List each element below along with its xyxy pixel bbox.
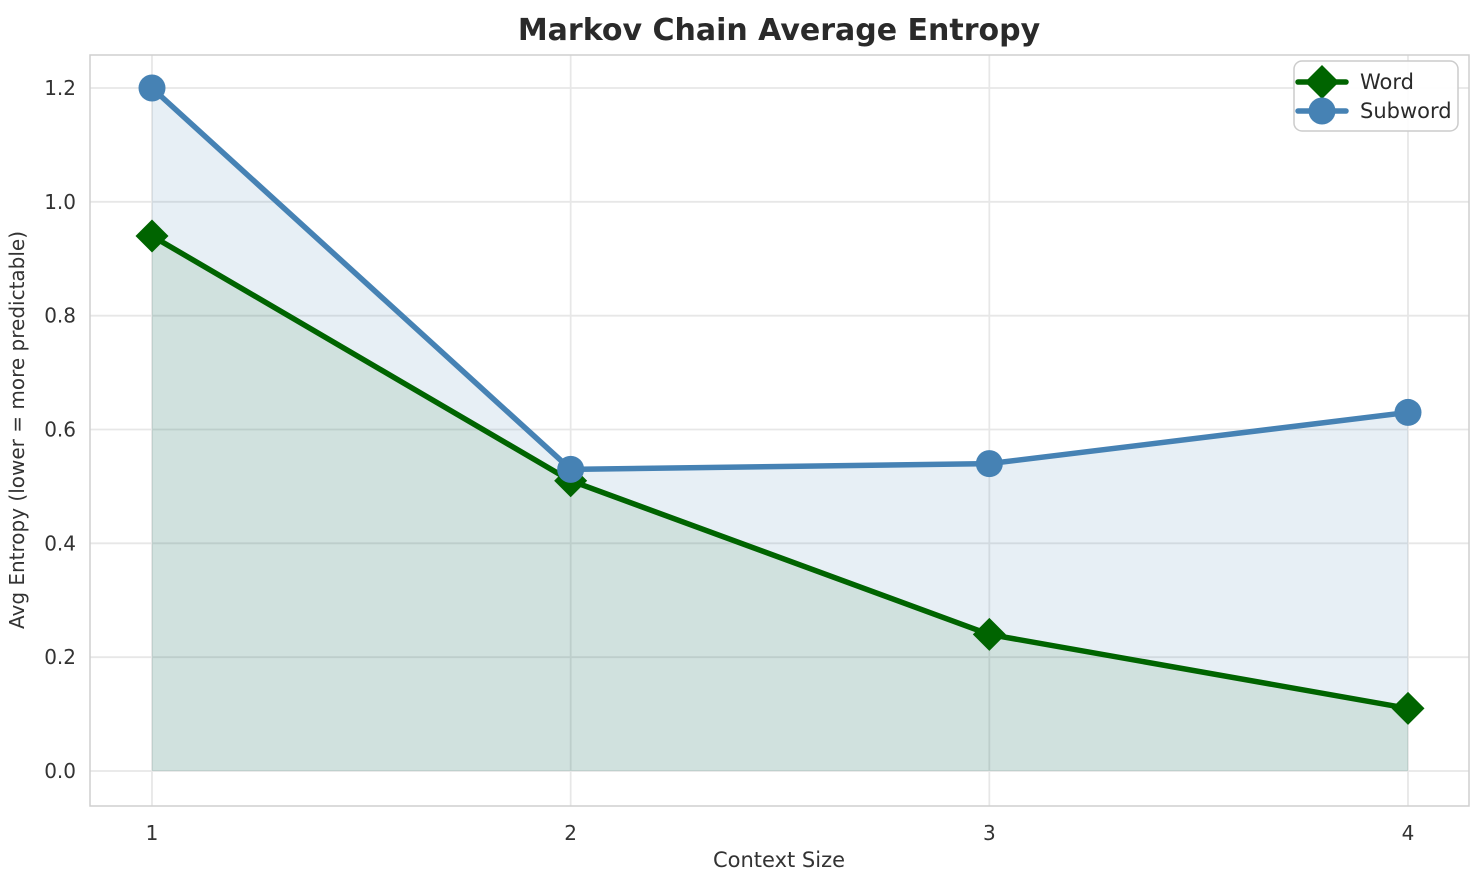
x-tick-label: 3 bbox=[983, 821, 996, 845]
word-marker bbox=[972, 617, 1006, 651]
word-area-fill bbox=[152, 235, 1408, 771]
subword-marker bbox=[138, 74, 166, 102]
x-tick-label: 4 bbox=[1402, 821, 1415, 845]
y-tick-label: 0.0 bbox=[44, 759, 76, 783]
legend-label: Subword bbox=[1360, 99, 1452, 123]
y-tick-label: 1.0 bbox=[44, 190, 76, 214]
subword-legend-marker bbox=[1308, 97, 1336, 125]
y-tick-label: 0.6 bbox=[44, 418, 76, 442]
x-tick-label: 1 bbox=[146, 821, 159, 845]
y-axis-label: Avg Entropy (lower = more predictable) bbox=[5, 231, 29, 629]
chart-title: Markov Chain Average Entropy bbox=[518, 13, 1041, 48]
legend-label: Word bbox=[1360, 70, 1414, 94]
word-legend-marker bbox=[1305, 65, 1339, 99]
legend: Word Subword bbox=[1293, 60, 1459, 132]
y-tick-label: 1.2 bbox=[44, 76, 76, 100]
subword-marker bbox=[557, 455, 585, 483]
plot-border bbox=[89, 54, 1470, 807]
x-tick-label: 2 bbox=[564, 821, 577, 845]
y-tick-label: 0.8 bbox=[44, 304, 76, 328]
word-marker bbox=[135, 219, 169, 253]
word-series-line bbox=[149, 233, 1411, 712]
word-marker bbox=[1391, 691, 1425, 725]
y-tick-label: 0.4 bbox=[44, 531, 76, 555]
legend-item-word: Word bbox=[1295, 65, 1414, 99]
y-tick-label: 0.2 bbox=[44, 645, 76, 669]
subword-marker bbox=[975, 450, 1003, 478]
subword-series-line bbox=[149, 85, 1411, 473]
subword-area-fill bbox=[152, 88, 1408, 771]
x-axis-label: Context Size bbox=[713, 848, 845, 872]
subword-marker bbox=[1394, 398, 1422, 426]
area-fill-layer bbox=[152, 88, 1408, 771]
grid-layer bbox=[90, 55, 1469, 806]
legend-item-subword: Subword bbox=[1295, 97, 1452, 125]
series-layer bbox=[135, 74, 1425, 725]
tick-label-layer: 0.0 0.2 0.4 0.6 0.8 1.0 1.2 1 2 3 4 bbox=[44, 76, 1414, 845]
